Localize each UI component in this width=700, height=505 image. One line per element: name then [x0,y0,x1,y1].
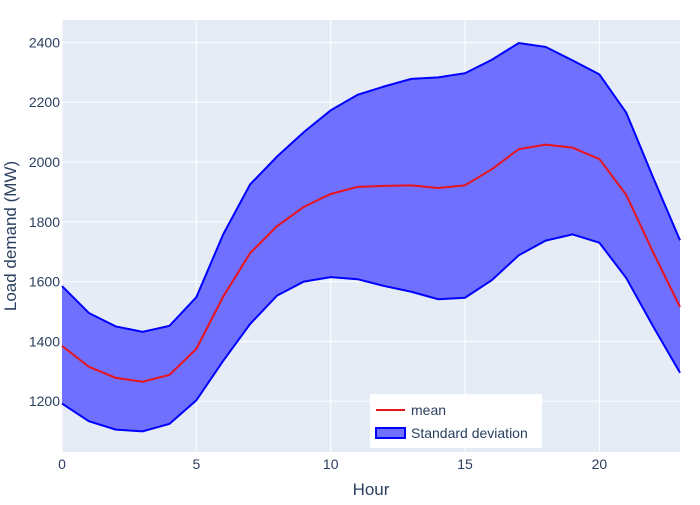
y-tick-label: 1400 [29,333,60,349]
y-tick-label: 2000 [29,154,60,170]
x-tick-label: 5 [192,456,200,472]
x-tick-label: 20 [592,456,608,472]
x-axis-title: Hour [353,480,390,499]
legend-mean-label[interactable]: mean [411,402,446,418]
x-tick-label: 0 [58,456,66,472]
legend-band-label[interactable]: Standard deviation [411,425,528,441]
std-band-layer [61,41,681,433]
x-axis-ticks: 0 5 10 15 20 [58,456,607,472]
std-lower-line [61,233,681,433]
series-layer [61,143,681,383]
x-tick-label: 10 [323,456,339,472]
std-band-area [62,43,680,432]
legend[interactable]: mean Standard deviation [370,394,542,448]
y-tick-label: 1800 [29,214,60,230]
legend-band-swatch [375,427,406,439]
y-axis-ticks: 1200 1400 1600 1800 2000 2200 2400 [29,34,60,409]
std-upper-line [61,41,681,333]
series-line-mean [61,143,681,383]
y-tick-label: 2200 [29,94,60,110]
y-tick-label: 1600 [29,274,60,290]
y-tick-label: 1200 [29,393,60,409]
y-axis-title: Load demand (MW) [1,161,20,311]
x-tick-label: 15 [457,456,473,472]
y-tick-label: 2400 [29,34,60,50]
